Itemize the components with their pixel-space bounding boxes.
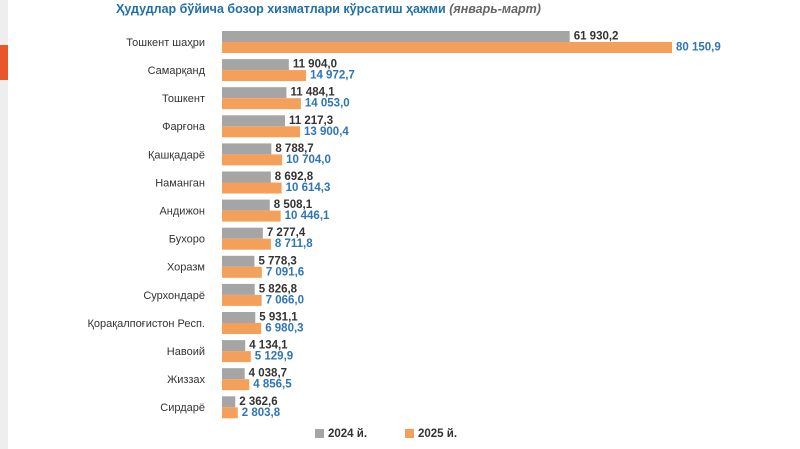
value-label: 10 614,3: [286, 182, 331, 194]
value-label: 80 150,9: [676, 42, 721, 54]
value-label: 5 778,3: [258, 255, 296, 267]
title-text: Ҳудудлар бўйича бозор хизматлари кўрсати…: [116, 2, 446, 16]
bar: [222, 182, 282, 194]
value-label: 11 904,0: [293, 59, 337, 71]
value-label: 14 053,0: [305, 98, 350, 110]
value-label: 4 038,7: [249, 368, 287, 380]
left-strip: [0, 0, 8, 449]
value-label: 11 484,1: [290, 87, 335, 99]
category-label: Андижон: [159, 206, 205, 218]
value-label: 7 066,0: [266, 294, 304, 306]
value-label: 6 980,3: [265, 323, 303, 335]
bar: [222, 396, 236, 408]
bar: [222, 266, 262, 278]
category-label: Сурхондарё: [143, 290, 205, 302]
bar: [222, 70, 307, 82]
value-label: 5 826,8: [259, 283, 298, 295]
bar: [222, 238, 271, 250]
bar: [222, 126, 301, 138]
bar: [222, 210, 281, 222]
subtitle-text: (январь-март): [449, 2, 541, 16]
category-label: Фарғона: [162, 121, 206, 133]
bar: [222, 351, 251, 363]
value-label: 4 134,1: [249, 340, 288, 352]
bar: [222, 59, 289, 71]
category-label: Наманган: [155, 177, 205, 189]
value-label: 13 900,4: [304, 126, 349, 138]
value-label: 11 217,3: [289, 115, 333, 127]
value-label: 2 362,6: [239, 396, 277, 408]
bar: [222, 31, 570, 42]
category-label: Сирдарё: [160, 402, 205, 414]
value-label: 7 277,4: [267, 227, 306, 239]
value-label: 8 508,1: [274, 199, 313, 211]
bar: [222, 340, 246, 352]
value-label: 14 972,7: [310, 70, 355, 82]
bar: [222, 98, 301, 110]
bar: [222, 171, 271, 183]
legend-swatch: [315, 429, 324, 438]
value-label: 4 856,5: [253, 379, 292, 391]
value-label: 5 931,1: [259, 312, 298, 324]
bar: [222, 368, 245, 380]
bar: [222, 283, 255, 295]
bar: [222, 379, 250, 391]
bar: [222, 294, 262, 306]
category-label: Тошкент: [162, 93, 205, 105]
category-label: Навоий: [167, 346, 205, 358]
category-label: Қорақалпоғистон Респ.: [88, 318, 206, 330]
category-label: Қашқадарё: [148, 149, 205, 161]
bar: [222, 323, 262, 334]
bar: [222, 87, 287, 99]
value-label: 5 129,9: [255, 351, 293, 363]
bar: [222, 42, 672, 53]
value-label: 7 091,6: [266, 266, 304, 278]
value-label: 2 803,8: [242, 407, 281, 419]
value-label: 8 692,8: [275, 171, 314, 183]
bar: [222, 143, 272, 155]
value-label: 8 788,7: [275, 143, 313, 155]
bar: [222, 312, 256, 323]
value-label: 10 704,0: [286, 154, 331, 166]
bar: [222, 115, 285, 127]
legend-label: 2025 й.: [418, 428, 457, 440]
legend-label: 2024 й.: [328, 428, 367, 440]
bar: [222, 154, 283, 166]
value-label: 61 930,2: [574, 31, 619, 43]
bar: [222, 199, 270, 211]
value-label: 8 711,8: [275, 238, 313, 250]
bar: [222, 407, 238, 419]
category-label: Тошкент шаҳри: [126, 37, 205, 49]
legend-swatch: [405, 429, 414, 438]
category-label: Бухоро: [169, 234, 205, 246]
chart-title: Ҳудудлар бўйича бозор хизматлари кўрсати…: [116, 2, 541, 16]
value-label: 10 446,1: [285, 210, 330, 222]
bar: [222, 255, 255, 267]
bar: [222, 227, 263, 239]
category-label: Жиззах: [167, 374, 205, 386]
category-label: Самарқанд: [148, 65, 206, 77]
left-accent: [0, 45, 8, 80]
category-label: Хоразм: [167, 262, 205, 274]
